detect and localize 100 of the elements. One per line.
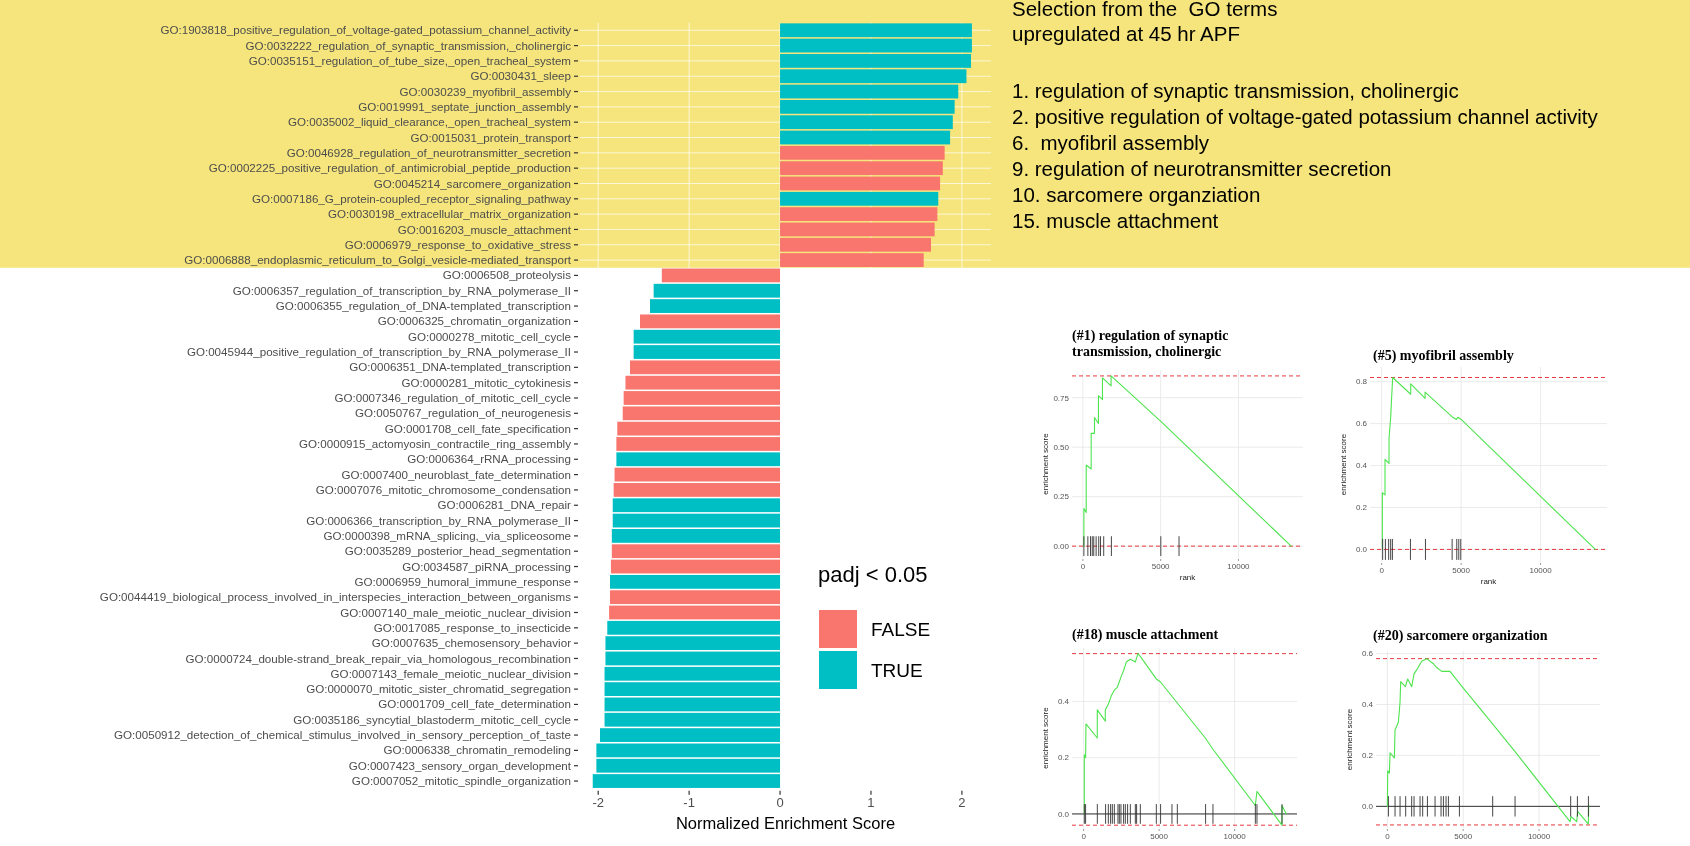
bar [610, 559, 781, 574]
bar [780, 191, 939, 206]
y-tick-label: GO:0000278_mitotic_cell_cycle [407, 329, 571, 343]
x-tick-label: 2 [958, 794, 966, 810]
y-tick-label: GO:0006979_response_to_oxidative_stress [344, 237, 572, 251]
y-tick-label: 0.25 [1053, 492, 1070, 502]
bar [614, 467, 781, 482]
text: upregulated at 45 hr APF [1012, 22, 1240, 45]
y-tick-label: 0.4 [1361, 700, 1374, 710]
x-tick-label: 0 [1080, 562, 1086, 571]
y-tick-label: GO:0006357_regulation_of_transcription_by_RNA_polymerase_II [232, 283, 571, 297]
line-series [1386, 658, 1590, 825]
bar [780, 176, 941, 191]
text: 2. positive regulation of voltage-gated potassium channel activity [1012, 105, 1599, 128]
y-tick-label: 0.0 [1057, 809, 1070, 819]
x-tick-label: 5000 [1452, 566, 1471, 575]
y-tick-label: GO:0045214_sarcomere_organization [373, 176, 571, 190]
y-tick-label: GO:0044419_biological_process_involved_in_interspecies_interaction_between_organisms [99, 590, 572, 604]
y-tick-label: 0.2 [1355, 503, 1368, 513]
y-tick-label: 0.00 [1053, 541, 1070, 551]
text: 1. regulation of synaptic transmission, cholinergic [1012, 79, 1459, 102]
y-tick-label: GO:0007400_neuroblast_fate_determination [341, 467, 571, 481]
y-tick-label: GO:0006351_DNA-templated_transcription [349, 360, 571, 374]
legend-title: padj < 0.05 [818, 562, 928, 587]
text: 6. myofibril assembly [1012, 131, 1210, 154]
y-tick-label: GO:0035186_syncytial_blastoderm_mitotic_cell_cycle [293, 712, 571, 726]
bar [640, 314, 781, 329]
bar [616, 452, 781, 467]
y-tick-label: GO:0007186_G_protein-coupled_receptor_signaling_pathway [251, 191, 572, 205]
y-tick-label: GO:0045944_positive_regulation_of_transcription_by_RNA_polymerase_II [186, 345, 571, 359]
x-tick-label: 0 [1081, 832, 1087, 841]
y-tick-label: GO:0007635_chemosensory_behavior [371, 636, 572, 650]
y-tick-label: GO:0000915_actomyosin_contractile_ring_assembly [299, 437, 572, 451]
x-tick-label: 0 [776, 794, 784, 810]
bar [611, 544, 781, 559]
bar [604, 697, 781, 712]
y-tick-label: GO:1903818_positive_regulation_of_voltage-gated_potassium_channel_activity [160, 23, 572, 37]
bar [780, 84, 959, 99]
x-tick-label: 0 [1379, 566, 1385, 575]
x-tick-label: -2 [592, 794, 604, 810]
y-tick-label: GO:0035002_liquid_clearance,_open_tracheal_system [288, 115, 571, 129]
x-axis-title: Normalized Enrichment Score [675, 813, 896, 832]
bar [609, 605, 781, 620]
bar [613, 483, 781, 497]
y-tick-label: 0.4 [1057, 697, 1070, 707]
y-tick-label: GO:0007052_mitotic_spindle_organization [351, 774, 571, 788]
text: 10. sarcomere organziation [1012, 183, 1261, 206]
chart-title: (#18) muscle attachment [1072, 627, 1219, 643]
bar [612, 498, 781, 513]
y-tick-label: GO:0007346_regulation_of_mitotic_cell_cycle [334, 391, 571, 405]
y-tick-label: GO:0030198_extracellular_matrix_organization [328, 207, 571, 221]
y-tick-label: GO:0016203_muscle_attachment [397, 222, 572, 236]
bar [605, 651, 781, 666]
bar [780, 130, 951, 145]
y-tick-label: 0.75 [1053, 393, 1070, 403]
chart-title: (#1) regulation of synaptic transmission, cholinergic [1072, 328, 1229, 359]
y-tick-label: GO:0002225_positive_regulation_of_antimicrobial_peptide_production [208, 161, 571, 175]
y-tick-label: GO:0006325_chromatin_organization [377, 314, 571, 328]
line-series [1083, 653, 1287, 826]
legend-label: TRUE [871, 659, 923, 681]
bar [612, 513, 781, 528]
y-tick-label: GO:0001709_cell_fate_determination [378, 697, 571, 711]
y-axis-title: enrichment score [1345, 708, 1354, 771]
x-tick-label: 10000 [1227, 562, 1251, 571]
bar [611, 528, 781, 543]
y-tick-label: GO:0017085_response_to_insecticide [373, 620, 571, 634]
y-axis-title: enrichment score [1041, 432, 1050, 495]
y-tick-label: GO:0007423_sensory_organ_development [348, 758, 572, 772]
x-tick-label: -1 [683, 794, 695, 810]
y-tick-label: 0.8 [1355, 377, 1368, 387]
bar [780, 23, 972, 38]
y-tick-label: GO:0035151_regulation_of_tube_size,_open_tracheal_system [248, 53, 571, 67]
x-tick-label: 10000 [1527, 832, 1551, 841]
chart-title: (#5) myofibril assembly [1373, 348, 1514, 364]
chart-title: (#20) sarcomere organization [1373, 628, 1548, 644]
y-tick-label: GO:0019991_septate_junction_assembly [358, 99, 572, 113]
y-tick-label: 0.0 [1355, 545, 1368, 555]
y-tick-label: 0.50 [1053, 442, 1070, 452]
y-tick-label: GO:0035289_posterior_head_segmentation [344, 544, 571, 558]
y-tick-label: GO:0000724_double-strand_break_repair_via_homologous_recombination [185, 651, 571, 665]
y-tick-label: GO:0030239_myofibril_assembly [399, 84, 572, 98]
line-series [1083, 375, 1292, 547]
bar [780, 222, 935, 237]
bar [610, 574, 781, 589]
y-tick-label: GO:0000398_mRNA_splicing,_via_spliceosome [323, 528, 571, 542]
y-tick-label: GO:0006366_transcription_by_RNA_polymerase_II [306, 513, 571, 527]
text: 15. muscle attachment [1012, 209, 1219, 232]
y-tick-label: 0.6 [1355, 419, 1368, 429]
y-tick-label: GO:0034587_piRNA_processing [402, 559, 571, 573]
line-series [1381, 376, 1596, 550]
x-axis-title: rank [1179, 573, 1197, 582]
x-tick-label: 5000 [1150, 832, 1169, 841]
y-tick-label: GO:0032222_regulation_of_synaptic_transmission,_cholinergic [245, 38, 572, 52]
y-tick-label: GO:0007140_male_meiotic_nuclear_division [340, 605, 571, 619]
y-tick-label: GO:0007076_mitotic_chromosome_condensation [315, 482, 571, 496]
x-axis-title: rank [1480, 577, 1498, 586]
y-tick-label: GO:0001708_cell_fate_specification [384, 421, 571, 435]
y-tick-label: GO:0006355_regulation_of_DNA-templated_transcription [275, 299, 571, 313]
text: 9. regulation of neurotransmitter secretion [1012, 157, 1392, 180]
bar [596, 743, 781, 758]
